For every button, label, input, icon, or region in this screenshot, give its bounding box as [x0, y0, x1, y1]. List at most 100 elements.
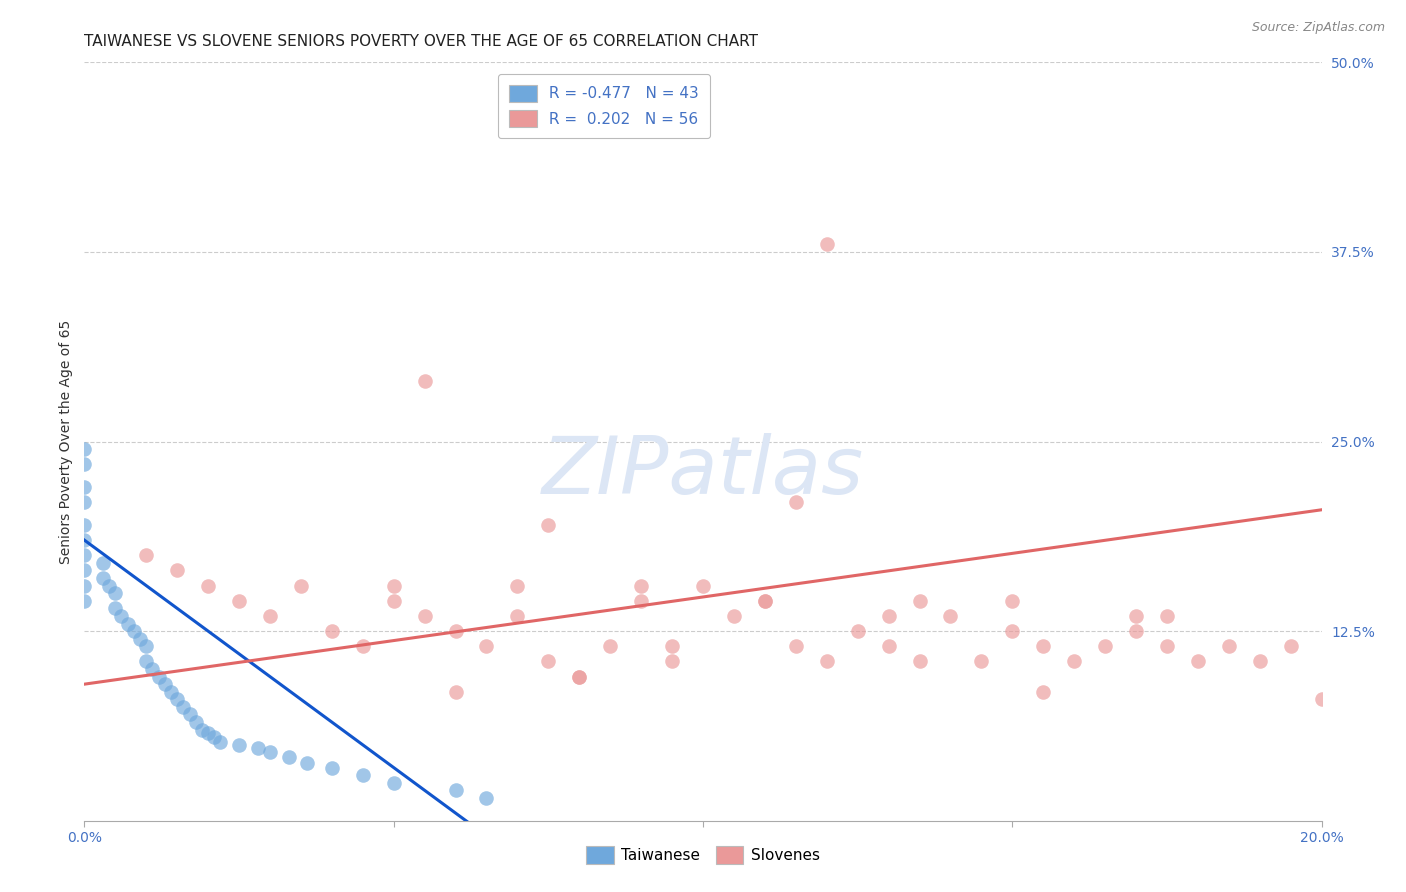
Point: [73, 517, 96, 532]
Point: [172, 699, 194, 714]
Point: [290, 579, 312, 593]
Point: [166, 564, 188, 578]
Point: [846, 624, 869, 639]
Point: [630, 594, 652, 608]
Point: [506, 608, 529, 623]
Point: [321, 624, 343, 639]
Point: [73, 480, 96, 494]
Point: [104, 586, 127, 600]
Point: [599, 639, 621, 653]
Point: [184, 715, 207, 730]
Point: [382, 594, 405, 608]
Point: [815, 237, 838, 252]
Point: [197, 725, 219, 739]
Point: [785, 639, 807, 653]
Legend: Taiwanese, Slovenes: Taiwanese, Slovenes: [581, 840, 825, 870]
Point: [723, 608, 745, 623]
Text: Source: ZipAtlas.com: Source: ZipAtlas.com: [1251, 21, 1385, 34]
Point: [568, 669, 591, 683]
Point: [475, 639, 498, 653]
Point: [754, 594, 776, 608]
Point: [1032, 639, 1054, 653]
Point: [73, 442, 96, 457]
Point: [73, 579, 96, 593]
Point: [1249, 655, 1271, 669]
Point: [98, 579, 121, 593]
Point: [537, 655, 560, 669]
Point: [135, 639, 157, 653]
Point: [110, 608, 132, 623]
Point: [129, 632, 152, 646]
Point: [444, 685, 467, 699]
Point: [73, 458, 96, 472]
Point: [202, 730, 225, 744]
Point: [141, 662, 163, 676]
Point: [321, 760, 343, 774]
Point: [91, 556, 114, 570]
Point: [179, 707, 201, 722]
Point: [661, 639, 683, 653]
Point: [908, 594, 931, 608]
Point: [246, 740, 269, 755]
Point: [413, 374, 436, 388]
Point: [413, 608, 436, 623]
Point: [444, 624, 467, 639]
Point: [209, 735, 232, 749]
Point: [135, 655, 157, 669]
Point: [382, 579, 405, 593]
Point: [122, 624, 145, 639]
Point: [197, 579, 219, 593]
Point: [1156, 639, 1178, 653]
Point: [382, 776, 405, 790]
Point: [259, 746, 281, 760]
Point: [1125, 608, 1147, 623]
Point: [785, 495, 807, 509]
Point: [877, 608, 900, 623]
Point: [73, 533, 96, 548]
Point: [277, 750, 299, 764]
Point: [160, 685, 183, 699]
Point: [908, 655, 931, 669]
Point: [754, 594, 776, 608]
Point: [630, 579, 652, 593]
Point: [73, 548, 96, 563]
Point: [352, 768, 374, 782]
Point: [228, 738, 250, 752]
Point: [1094, 639, 1116, 653]
Point: [104, 601, 127, 615]
Point: [1032, 685, 1054, 699]
Point: [692, 579, 714, 593]
Point: [537, 517, 560, 532]
Point: [73, 594, 96, 608]
Point: [166, 692, 188, 706]
Point: [475, 791, 498, 805]
Point: [73, 495, 96, 509]
Point: [117, 616, 139, 631]
Point: [73, 564, 96, 578]
Point: [444, 783, 467, 797]
Point: [568, 669, 591, 683]
Point: [259, 608, 281, 623]
Text: ZIPatlas: ZIPatlas: [541, 433, 865, 511]
Point: [91, 571, 114, 585]
Point: [815, 655, 838, 669]
Point: [135, 548, 157, 563]
Point: [228, 594, 250, 608]
Point: [153, 677, 176, 691]
Point: [877, 639, 900, 653]
Point: [506, 579, 529, 593]
Point: [1063, 655, 1085, 669]
Point: [1187, 655, 1209, 669]
Point: [661, 655, 683, 669]
Point: [148, 669, 170, 683]
Point: [1279, 639, 1302, 653]
Point: [1001, 594, 1024, 608]
Point: [1218, 639, 1240, 653]
Point: [1125, 624, 1147, 639]
Text: TAIWANESE VS SLOVENE SENIORS POVERTY OVER THE AGE OF 65 CORRELATION CHART: TAIWANESE VS SLOVENE SENIORS POVERTY OVE…: [84, 34, 758, 49]
Point: [1001, 624, 1024, 639]
Y-axis label: Seniors Poverty Over the Age of 65: Seniors Poverty Over the Age of 65: [59, 319, 73, 564]
Point: [191, 723, 214, 737]
Point: [939, 608, 962, 623]
Point: [1310, 692, 1333, 706]
